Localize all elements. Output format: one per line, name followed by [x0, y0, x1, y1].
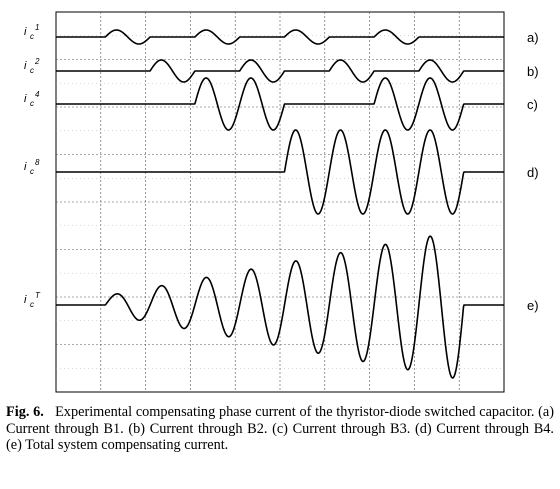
series-tag-ic1: a)	[527, 30, 539, 45]
series-label-sup-ic4: 4	[35, 90, 40, 99]
trace-ic8	[55, 129, 505, 215]
series-label-sub-ic8: c	[30, 167, 34, 176]
series-tag-ic2: b)	[527, 64, 539, 79]
chart-labels: i c1a)i c2b)i c4c)i c8d)i cTe)	[24, 23, 539, 313]
figure-caption: Fig. 6. Experimental compensating phase …	[6, 404, 554, 454]
trace-ic1	[55, 29, 505, 45]
series-label-ic2: i	[24, 60, 27, 72]
series-label-sup-icT: T	[35, 291, 41, 300]
trace-ic4	[55, 77, 505, 131]
chart-traces	[55, 29, 505, 379]
series-label-sub-ic2: c	[30, 66, 34, 75]
trace-ic2	[55, 59, 505, 83]
series-label-icT: i	[24, 294, 27, 306]
series-label-ic1: i	[24, 26, 27, 38]
series-label-ic4: i	[24, 93, 27, 105]
series-label-sup-ic2: 2	[34, 57, 40, 66]
series-tag-icT: e)	[527, 298, 539, 313]
series-label-sup-ic8: 8	[35, 158, 40, 167]
trace-icT	[55, 235, 505, 379]
oscilloscope-chart: i c1a)i c2b)i c4c)i c8d)i cTe)	[24, 11, 539, 393]
series-tag-ic8: d)	[527, 165, 539, 180]
series-label-sub-icT: c	[30, 300, 34, 309]
chart-grid	[55, 11, 505, 393]
caption-text: Experimental compensating phase current …	[6, 404, 554, 454]
series-label-sup-ic1: 1	[35, 23, 39, 32]
series-label-sub-ic4: c	[30, 99, 34, 108]
series-label-ic8: i	[24, 161, 27, 173]
series-tag-ic4: c)	[527, 97, 538, 112]
series-label-sub-ic1: c	[30, 32, 34, 41]
caption-fig-label: Fig. 6.	[6, 404, 44, 420]
